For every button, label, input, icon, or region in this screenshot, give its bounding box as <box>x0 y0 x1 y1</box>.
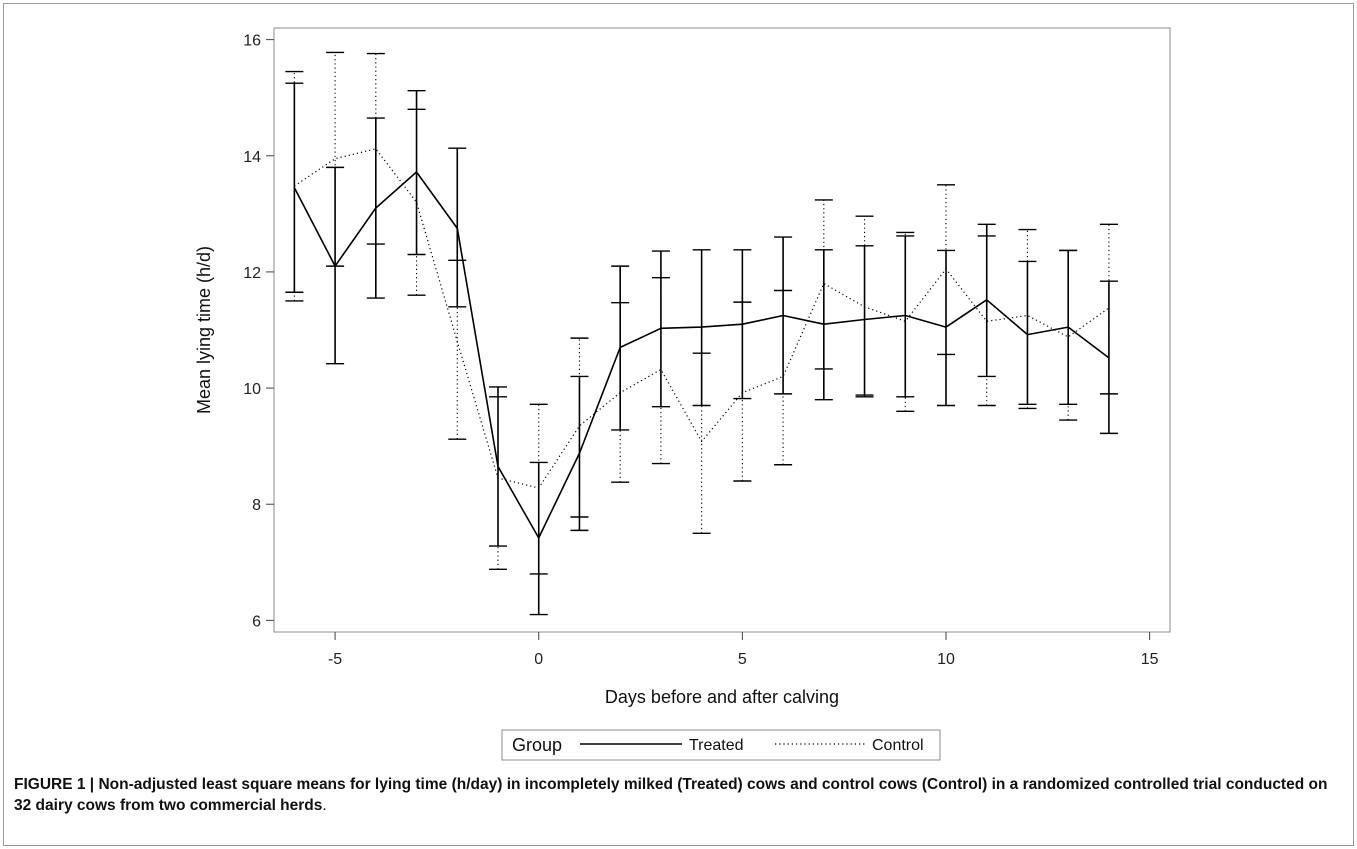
legend-label-control: Control <box>872 737 924 754</box>
x-axis-title: Days before and after calving <box>605 687 839 707</box>
y-axis-title: Mean lying time (h/d) <box>194 246 214 414</box>
y-tick-label: 10 <box>243 381 261 398</box>
x-tick-label: 5 <box>738 651 747 668</box>
error-bars <box>285 51 1118 616</box>
series-line-treated <box>293 171 1110 539</box>
y-tick-label: 12 <box>243 265 261 282</box>
figure-frame <box>3 3 1354 846</box>
plot-area-frame <box>273 27 1171 633</box>
legend-label-treated: Treated <box>689 737 744 754</box>
y-tick-label: 6 <box>252 613 261 630</box>
figure-caption: FIGURE 1 | Non-adjusted least square mea… <box>14 774 1344 816</box>
y-tick-label: 8 <box>252 497 261 514</box>
x-tick-label: -5 <box>328 651 342 668</box>
series-line-control <box>294 148 1110 489</box>
legend-title: Group <box>512 735 562 755</box>
y-tick-label: 14 <box>243 149 261 166</box>
x-tick-label: 15 <box>1141 651 1159 668</box>
y-axis: 6 8 10 12 14 16 <box>243 33 274 630</box>
x-tick-label: 0 <box>534 651 543 668</box>
x-tick-label: 10 <box>937 651 955 668</box>
legend: Group Treated Control <box>501 729 941 761</box>
caption-text: Non-adjusted least square means for lyin… <box>14 776 1328 814</box>
series-lines <box>293 148 1110 539</box>
legend-box <box>501 729 941 761</box>
x-axis: -5 0 5 10 15 <box>328 632 1159 668</box>
chart: -5 0 5 10 15 6 8 10 12 14 16 Days before and afte… <box>194 27 1171 761</box>
y-tick-label: 16 <box>243 33 261 50</box>
caption-end: . <box>322 797 327 814</box>
caption-label: FIGURE 1 | <box>14 776 99 793</box>
